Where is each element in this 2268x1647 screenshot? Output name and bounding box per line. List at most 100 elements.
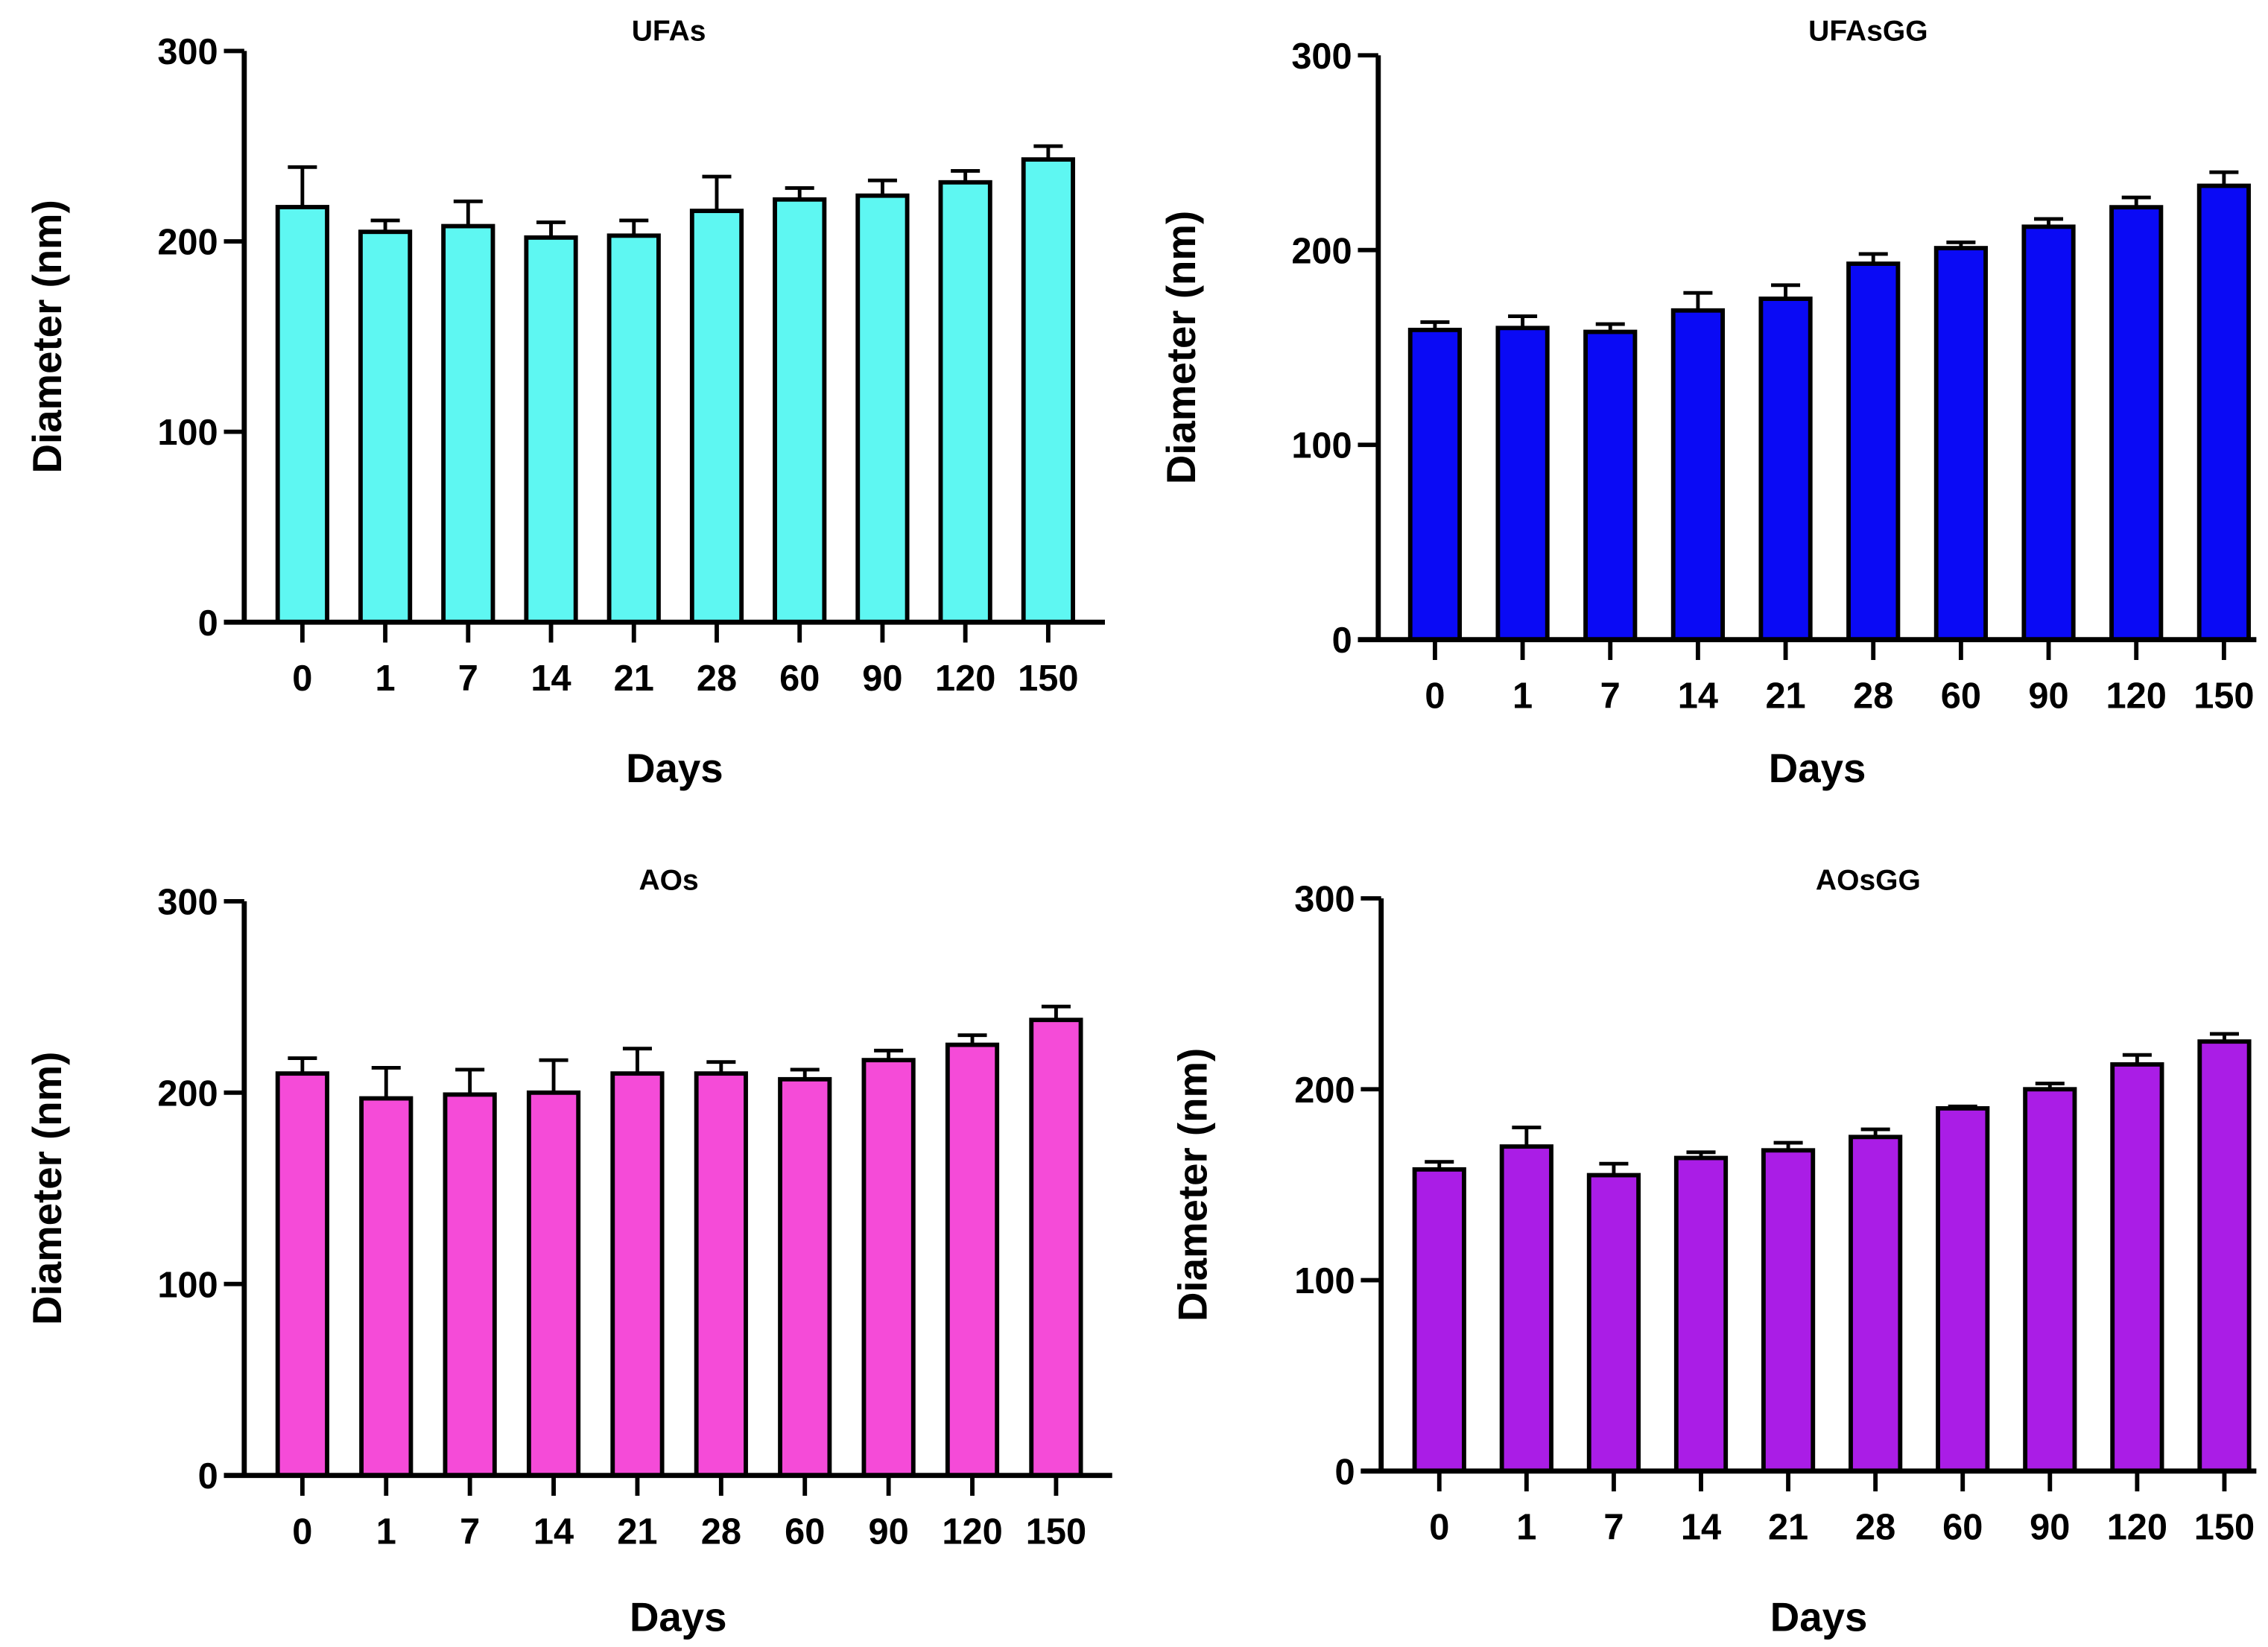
x-tick-label: 60 [785, 1511, 825, 1552]
bar-day-0 [1412, 1167, 1466, 1473]
y-tick-label: 200 [1294, 1070, 1355, 1111]
x-tick-label: 28 [697, 659, 737, 699]
y-tick-label: 300 [157, 32, 218, 72]
x-tick-label: 150 [1018, 659, 1078, 699]
bar-day-21 [610, 1071, 665, 1478]
chart-title: AOsGG [1816, 864, 1921, 896]
bar-day-120 [2109, 205, 2164, 642]
y-axis-label: Diameter (nm) [1159, 211, 1204, 484]
x-tick-label: 1 [1512, 676, 1533, 716]
x-tick-label: 28 [1855, 1508, 1895, 1548]
bar-day-150 [2197, 1039, 2252, 1473]
chart-panel-aos: AOs Diameter (nm) Days 0 1 7 14 21 28 60 90 120 150 0… [25, 864, 1112, 1640]
chart-title: UFAsGG [1808, 16, 1928, 48]
x-tick-label: 120 [942, 1511, 1002, 1552]
bar-day-90 [2023, 1087, 2077, 1473]
chart-title: AOs [639, 864, 698, 896]
chart-panel-ufasgg: UFAsGG Diameter (nm) Days 0 1 7 14 21 28 60 90 120 1… [1159, 16, 2257, 791]
bar-day-60 [1933, 246, 1988, 642]
bar-day-60 [1936, 1105, 1990, 1473]
x-tick-label: 21 [1768, 1508, 1808, 1548]
bar-day-28 [1846, 261, 1901, 642]
chart-panel-aosgg: AOsGG Diameter (nm) Days 0 1 7 14 21 28 60 90 120 15… [1171, 864, 2257, 1640]
x-tick-label: 120 [2106, 676, 2167, 716]
bar-day-120 [938, 180, 992, 625]
x-tick-label: 0 [1425, 676, 1445, 716]
y-tick-label: 0 [198, 1456, 218, 1497]
x-tick-label: 21 [1765, 676, 1805, 716]
bar-day-14 [1670, 308, 1726, 642]
bar-day-60 [778, 1076, 832, 1478]
x-tick-label: 7 [1600, 676, 1621, 716]
x-tick-label: 120 [2107, 1508, 2167, 1548]
x-tick-label: 1 [376, 659, 396, 699]
x-tick-label: 7 [458, 659, 478, 699]
bar-day-120 [2110, 1062, 2164, 1473]
bar-day-120 [945, 1042, 1000, 1478]
y-tick-label: 300 [1294, 880, 1355, 920]
bar-day-28 [1849, 1135, 1903, 1473]
x-tick-label: 90 [862, 659, 902, 699]
x-tick-label: 7 [460, 1511, 480, 1552]
bar-day-14 [526, 1090, 581, 1478]
x-tick-label: 0 [1429, 1508, 1449, 1548]
x-tick-label: 14 [530, 659, 571, 699]
y-tick-label: 100 [157, 413, 218, 453]
bar-day-14 [524, 235, 578, 625]
bar-day-21 [606, 233, 661, 625]
x-tick-label: 14 [1681, 1508, 1721, 1548]
x-tick-label: 7 [1603, 1508, 1624, 1548]
x-tick-label: 0 [292, 1511, 312, 1552]
x-tick-label: 60 [1941, 676, 1981, 716]
x-tick-label: 150 [2193, 676, 2254, 716]
y-axis-label: Diameter (nm) [25, 1052, 70, 1325]
x-tick-label: 0 [292, 659, 312, 699]
bar-day-7 [443, 1092, 497, 1478]
bar-day-1 [1499, 1144, 1553, 1473]
bar-day-150 [1021, 157, 1075, 625]
bar-day-7 [1586, 1172, 1641, 1473]
bar-day-28 [689, 209, 744, 625]
bar-day-28 [694, 1071, 748, 1478]
bar-day-90 [855, 193, 910, 625]
bar-day-60 [773, 197, 827, 625]
y-tick-label: 100 [157, 1265, 218, 1305]
y-tick-label: 200 [157, 223, 218, 263]
y-tick-label: 100 [1291, 426, 1352, 466]
bar-day-1 [359, 1096, 414, 1478]
bar-day-150 [1029, 1018, 1083, 1478]
y-tick-label: 300 [157, 882, 218, 922]
bar-day-7 [1583, 329, 1638, 642]
y-tick-label: 200 [157, 1073, 218, 1114]
bar-day-21 [1758, 296, 1813, 642]
y-tick-label: 0 [198, 603, 218, 644]
x-tick-label: 1 [376, 1511, 396, 1552]
x-tick-label: 150 [2194, 1508, 2255, 1548]
y-tick-label: 300 [1291, 37, 1352, 77]
x-tick-label: 60 [779, 659, 820, 699]
bar-day-0 [275, 1071, 329, 1478]
x-axis-label: Days [630, 1594, 727, 1640]
bar-day-14 [1673, 1155, 1729, 1473]
x-tick-label: 21 [614, 659, 654, 699]
x-tick-label: 90 [868, 1511, 908, 1552]
bar-day-7 [441, 223, 495, 625]
x-tick-label: 21 [617, 1511, 657, 1552]
x-tick-label: 90 [2030, 1508, 2070, 1548]
x-tick-label: 120 [935, 659, 995, 699]
bar-day-1 [1495, 326, 1550, 642]
x-axis-label: Days [1769, 746, 1866, 791]
bar-day-0 [1407, 327, 1463, 642]
bar-day-0 [275, 205, 329, 625]
x-tick-label: 150 [1026, 1511, 1086, 1552]
x-tick-label: 90 [2028, 676, 2068, 716]
x-axis-label: Days [1770, 1594, 1868, 1640]
chart-panel-ufas: UFAs Diameter (nm) Days 0 1 7 14 21 28 60 90 120 150… [25, 16, 1105, 791]
chart-title: UFAs [632, 16, 706, 48]
bar-day-1 [358, 229, 413, 625]
x-tick-label: 14 [1678, 676, 1718, 716]
y-axis-label: Diameter (nm) [1171, 1048, 1216, 1321]
y-tick-label: 200 [1291, 231, 1352, 271]
x-tick-label: 60 [1942, 1508, 1983, 1548]
